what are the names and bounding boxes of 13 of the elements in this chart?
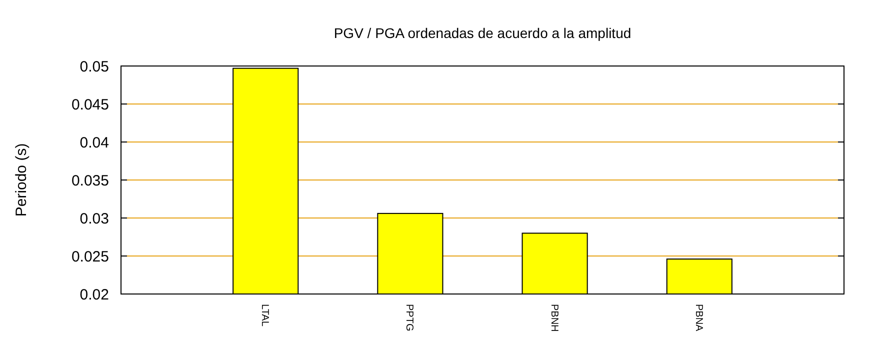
y-tick-label: 0.02 — [80, 286, 109, 304]
y-tick-label: 0.04 — [80, 134, 109, 152]
chart-title: PGV / PGA ordenadas de acuerdo a la amplitud — [334, 25, 632, 41]
x-tick-label: LTAL — [259, 304, 270, 327]
y-tick-label: 0.03 — [80, 210, 109, 228]
y-tick-label: 0.035 — [71, 172, 109, 190]
y-tick-label: 0.025 — [71, 248, 109, 266]
y-tick-label: 0.05 — [80, 58, 109, 76]
x-tick-label: PBNA — [692, 304, 704, 332]
y-axis-title: Periodo (s) — [13, 143, 30, 217]
y-tick-label: 0.045 — [71, 96, 109, 114]
x-tick-label: PBNH — [548, 304, 560, 332]
x-tick-label: PPTG — [404, 304, 415, 332]
